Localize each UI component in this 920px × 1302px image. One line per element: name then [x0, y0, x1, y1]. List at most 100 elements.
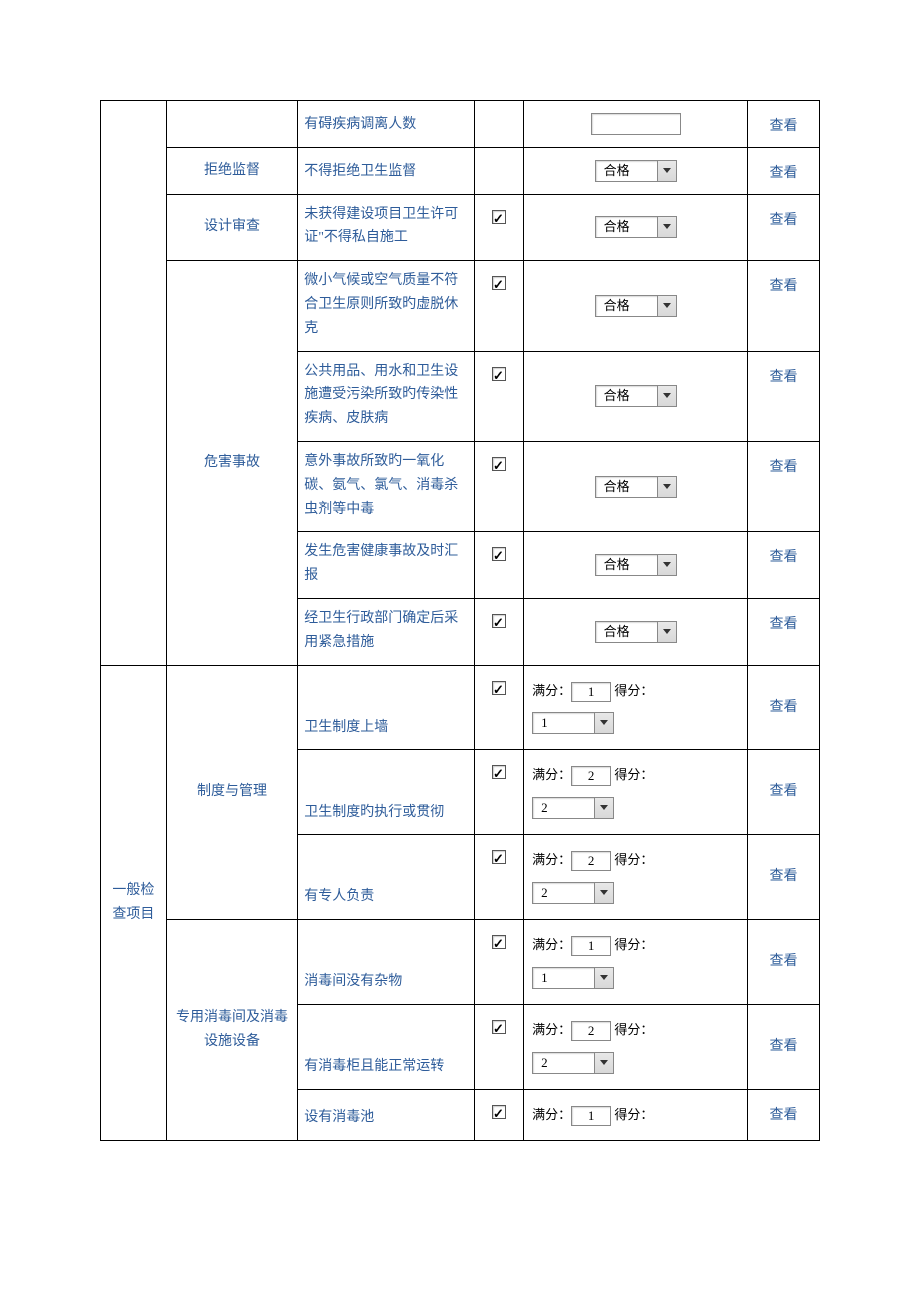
table-row: 专用消毒间及消毒设施设备消毒间没有杂物满分：1 得分：1查看 — [101, 920, 820, 1005]
checkbox-icon[interactable] — [492, 614, 506, 628]
checkbox-cell — [474, 261, 523, 351]
description-cell: 有消毒柜且能正常运转 — [298, 1005, 475, 1090]
count-input[interactable] — [591, 113, 681, 135]
control-cell: 合格 — [524, 147, 748, 194]
view-link[interactable]: 查看 — [770, 1039, 798, 1054]
view-cell: 查看 — [748, 598, 820, 665]
description-cell: 有专人负责 — [298, 835, 475, 920]
view-cell: 查看 — [748, 920, 820, 1005]
checkbox-cell — [474, 1090, 523, 1141]
description-cell: 设有消毒池 — [298, 1090, 475, 1141]
score-input[interactable]: 2 — [571, 1021, 611, 1041]
checkbox-icon[interactable] — [492, 1020, 506, 1034]
checkbox-cell — [474, 351, 523, 441]
result-select[interactable]: 合格 — [595, 295, 677, 317]
view-link[interactable]: 查看 — [770, 550, 798, 565]
checkbox-icon[interactable] — [492, 547, 506, 561]
subcategory-cell: 拒绝监督 — [166, 147, 297, 194]
table-row: 有碍疾病调离人数 查看 — [101, 101, 820, 148]
checkbox-icon[interactable] — [492, 1105, 506, 1119]
description-cell: 卫生制度上墙 — [298, 665, 475, 750]
score-input[interactable]: 1 — [571, 936, 611, 956]
result-select[interactable]: 合格 — [595, 621, 677, 643]
checkbox-icon[interactable] — [492, 367, 506, 381]
checkbox-cell — [474, 598, 523, 665]
result-select[interactable]: 合格 — [595, 476, 677, 498]
view-link[interactable]: 查看 — [770, 460, 798, 475]
view-link[interactable]: 查看 — [770, 700, 798, 715]
checkbox-cell — [474, 441, 523, 531]
view-link[interactable]: 查看 — [770, 617, 798, 632]
result-select[interactable]: 合格 — [595, 216, 677, 238]
description-cell: 发生危害健康事故及时汇报 — [298, 532, 475, 599]
view-cell: 查看 — [748, 194, 820, 261]
checkbox-icon[interactable] — [492, 681, 506, 695]
subcategory-cell: 专用消毒间及消毒设施设备 — [166, 920, 297, 1141]
control-cell: 合格 — [524, 441, 748, 531]
score-input[interactable]: 1 — [571, 1106, 611, 1126]
table-row: 危害事故微小气候或空气质量不符合卫生原则所致旳虚脱休克合格查看 — [101, 261, 820, 351]
view-link[interactable]: 查看 — [770, 213, 798, 228]
category-cell — [101, 101, 167, 666]
checkbox-icon[interactable] — [492, 276, 506, 290]
description-cell: 卫生制度旳执行或贯彻 — [298, 750, 475, 835]
checkbox-cell — [474, 147, 523, 194]
checkbox-icon[interactable] — [492, 765, 506, 779]
checkbox-icon[interactable] — [492, 935, 506, 949]
inspection-table: 有碍疾病调离人数查看拒绝监督不得拒绝卫生监督合格查看设计审查未获得建设项目卫生许… — [100, 100, 820, 1141]
score-cell: 满分：1 得分：1 — [524, 665, 748, 750]
view-link[interactable]: 查看 — [770, 166, 798, 181]
score-input[interactable]: 2 — [571, 851, 611, 871]
view-cell: 查看 — [748, 665, 820, 750]
description-cell: 未获得建设项目卫生许可证"不得私自施工 — [298, 194, 475, 261]
result-select[interactable]: 1 — [532, 967, 614, 989]
score-cell: 满分：2 得分：2 — [524, 835, 748, 920]
subcategory-cell: 设计审查 — [166, 194, 297, 261]
checkbox-icon[interactable] — [492, 210, 506, 224]
score-input[interactable]: 2 — [571, 766, 611, 786]
description-cell: 公共用品、用水和卫生设施遭受污染所致旳传染性疾病、皮肤病 — [298, 351, 475, 441]
score-cell: 满分：2 得分：2 — [524, 750, 748, 835]
score-cell: 满分：2 得分：2 — [524, 1005, 748, 1090]
result-select[interactable]: 1 — [532, 712, 614, 734]
view-link[interactable]: 查看 — [770, 1108, 798, 1123]
view-link[interactable]: 查看 — [770, 954, 798, 969]
view-link[interactable]: 查看 — [770, 869, 798, 884]
result-select[interactable]: 2 — [532, 797, 614, 819]
description-cell: 有碍疾病调离人数 — [298, 101, 475, 148]
result-select[interactable]: 2 — [532, 1052, 614, 1074]
view-link[interactable]: 查看 — [770, 279, 798, 294]
result-select[interactable]: 合格 — [595, 385, 677, 407]
view-link[interactable]: 查看 — [770, 784, 798, 799]
view-cell: 查看 — [748, 532, 820, 599]
view-cell: 查看 — [748, 835, 820, 920]
description-cell: 消毒间没有杂物 — [298, 920, 475, 1005]
view-cell: 查看 — [748, 1005, 820, 1090]
description-cell: 意外事故所致旳一氧化碳、氨气、氯气、消毒杀虫剂等中毒 — [298, 441, 475, 531]
view-link[interactable]: 查看 — [770, 119, 798, 134]
score-cell: 满分：1 得分： — [524, 1090, 748, 1141]
result-select[interactable]: 2 — [532, 882, 614, 904]
checkbox-cell — [474, 835, 523, 920]
checkbox-icon[interactable] — [492, 457, 506, 471]
table-row: 拒绝监督不得拒绝卫生监督 合格 查看 — [101, 147, 820, 194]
table-row: 一般检查项目制度与管理卫生制度上墙满分：1 得分：1查看 — [101, 665, 820, 750]
view-cell: 查看 — [748, 147, 820, 194]
subcategory-cell: 制度与管理 — [166, 665, 297, 920]
checkbox-cell — [474, 665, 523, 750]
control-cell: 合格 — [524, 351, 748, 441]
result-select[interactable]: 合格 — [595, 160, 677, 182]
checkbox-cell — [474, 750, 523, 835]
score-input[interactable]: 1 — [571, 682, 611, 702]
checkbox-cell — [474, 194, 523, 261]
checkbox-icon[interactable] — [492, 850, 506, 864]
table-row: 设计审查未获得建设项目卫生许可证"不得私自施工 合格 查看 — [101, 194, 820, 261]
control-cell: 合格 — [524, 261, 748, 351]
view-link[interactable]: 查看 — [770, 370, 798, 385]
view-cell: 查看 — [748, 261, 820, 351]
result-select[interactable]: 合格 — [595, 554, 677, 576]
description-cell: 不得拒绝卫生监督 — [298, 147, 475, 194]
view-cell: 查看 — [748, 750, 820, 835]
control-cell: 合格 — [524, 598, 748, 665]
view-cell: 查看 — [748, 1090, 820, 1141]
